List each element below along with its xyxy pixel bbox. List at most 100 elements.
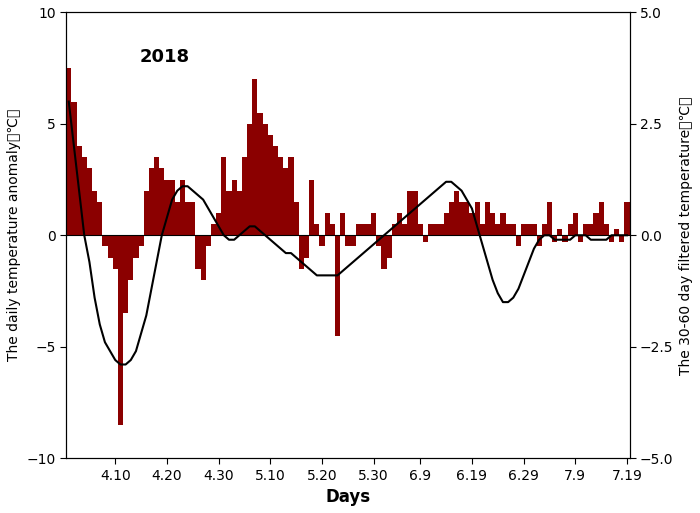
- Bar: [423, 235, 428, 242]
- Bar: [71, 102, 76, 235]
- Bar: [108, 235, 113, 258]
- Bar: [500, 213, 505, 235]
- Bar: [583, 224, 588, 235]
- Bar: [175, 202, 180, 235]
- Bar: [97, 202, 102, 235]
- Bar: [304, 235, 309, 258]
- Bar: [159, 168, 164, 235]
- Y-axis label: The daily temperature anomaly（℃）: The daily temperature anomaly（℃）: [7, 109, 21, 362]
- Bar: [113, 235, 118, 269]
- Bar: [464, 202, 469, 235]
- Bar: [351, 235, 356, 246]
- Bar: [252, 80, 258, 235]
- Bar: [536, 235, 542, 246]
- Bar: [128, 235, 134, 280]
- Bar: [118, 235, 123, 425]
- Y-axis label: The 30-60 day filtered temperature（℃）: The 30-60 day filtered temperature（℃）: [679, 96, 693, 374]
- Bar: [226, 191, 232, 235]
- Bar: [366, 224, 371, 235]
- Bar: [547, 202, 552, 235]
- Bar: [578, 235, 583, 242]
- Bar: [216, 213, 221, 235]
- Bar: [237, 191, 242, 235]
- Bar: [542, 224, 547, 235]
- Bar: [412, 191, 418, 235]
- Bar: [360, 224, 366, 235]
- Bar: [428, 224, 433, 235]
- Bar: [459, 202, 464, 235]
- Bar: [288, 157, 293, 235]
- Bar: [144, 191, 149, 235]
- Bar: [242, 157, 247, 235]
- Bar: [588, 224, 594, 235]
- Bar: [268, 135, 273, 235]
- Bar: [134, 235, 139, 258]
- Bar: [123, 235, 128, 313]
- Bar: [402, 224, 407, 235]
- Bar: [169, 180, 175, 235]
- Bar: [444, 213, 449, 235]
- Text: 2018: 2018: [139, 48, 190, 66]
- Bar: [102, 235, 108, 246]
- Bar: [284, 168, 288, 235]
- Bar: [449, 202, 454, 235]
- Bar: [185, 202, 190, 235]
- Bar: [386, 235, 392, 258]
- Bar: [149, 168, 154, 235]
- Bar: [418, 224, 423, 235]
- Bar: [620, 235, 624, 242]
- Bar: [309, 180, 314, 235]
- Bar: [438, 224, 444, 235]
- Bar: [614, 229, 620, 235]
- Bar: [340, 213, 345, 235]
- Bar: [407, 191, 412, 235]
- Bar: [273, 146, 278, 235]
- Bar: [594, 213, 598, 235]
- Bar: [356, 224, 360, 235]
- Bar: [392, 224, 397, 235]
- Bar: [624, 202, 629, 235]
- Bar: [180, 180, 185, 235]
- Bar: [278, 157, 284, 235]
- Bar: [206, 235, 211, 246]
- Bar: [87, 168, 92, 235]
- Bar: [258, 113, 262, 235]
- Bar: [201, 235, 206, 280]
- Bar: [319, 235, 325, 246]
- Bar: [573, 213, 578, 235]
- Bar: [454, 191, 459, 235]
- Bar: [211, 224, 216, 235]
- X-axis label: Days: Days: [326, 488, 370, 506]
- Bar: [76, 146, 82, 235]
- Bar: [531, 224, 536, 235]
- Bar: [330, 224, 335, 235]
- Bar: [262, 124, 268, 235]
- Bar: [557, 229, 562, 235]
- Bar: [247, 124, 252, 235]
- Bar: [314, 224, 319, 235]
- Bar: [609, 235, 614, 242]
- Bar: [505, 224, 511, 235]
- Bar: [345, 235, 351, 246]
- Bar: [382, 235, 386, 269]
- Bar: [495, 224, 500, 235]
- Bar: [221, 157, 226, 235]
- Bar: [195, 235, 201, 269]
- Bar: [371, 213, 377, 235]
- Bar: [511, 224, 516, 235]
- Bar: [82, 157, 87, 235]
- Bar: [397, 213, 402, 235]
- Bar: [490, 213, 495, 235]
- Bar: [154, 157, 159, 235]
- Bar: [293, 202, 299, 235]
- Bar: [66, 68, 71, 235]
- Bar: [232, 180, 237, 235]
- Bar: [603, 224, 609, 235]
- Bar: [480, 224, 485, 235]
- Bar: [433, 224, 438, 235]
- Bar: [377, 235, 382, 246]
- Bar: [139, 235, 143, 246]
- Bar: [335, 235, 340, 336]
- Bar: [562, 235, 568, 242]
- Bar: [469, 213, 475, 235]
